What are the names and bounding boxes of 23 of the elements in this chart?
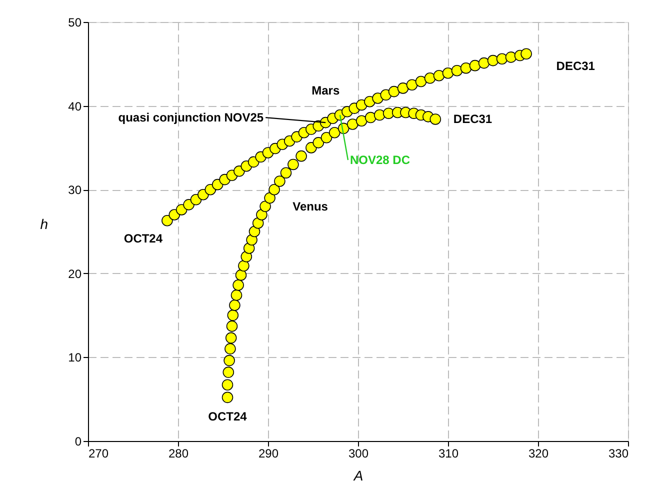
- y-tick-label: 20: [68, 266, 82, 281]
- annotation: DEC31: [556, 58, 596, 73]
- y-tick-label: 30: [68, 183, 82, 198]
- x-tick-label: 290: [258, 446, 279, 460]
- x-tick-label: 280: [168, 446, 189, 460]
- annotation: OCT24: [124, 232, 163, 246]
- y-tick-label: 0: [74, 434, 82, 448]
- annotation: quasi conjunction NOV25: [118, 110, 264, 125]
- x-tick-label: 330: [608, 446, 629, 460]
- x-tick-label: 300: [348, 446, 369, 460]
- series-label: Mars: [312, 84, 340, 98]
- annotation: NOV28 DC: [350, 153, 410, 168]
- x-axis-title: A: [352, 468, 364, 484]
- annotation: OCT24: [208, 409, 248, 424]
- series-label: Venus: [292, 199, 328, 214]
- annotation: DEC31: [453, 112, 492, 126]
- x-tick-label: 310: [438, 446, 459, 460]
- x-tick-label: 270: [88, 446, 109, 460]
- x-tick-label: 320: [528, 446, 549, 460]
- y-tick-label: 40: [68, 99, 82, 114]
- y-tick-label: 10: [68, 350, 82, 365]
- y-tick-label: 50: [68, 16, 82, 30]
- y-axis-title: h: [40, 216, 48, 232]
